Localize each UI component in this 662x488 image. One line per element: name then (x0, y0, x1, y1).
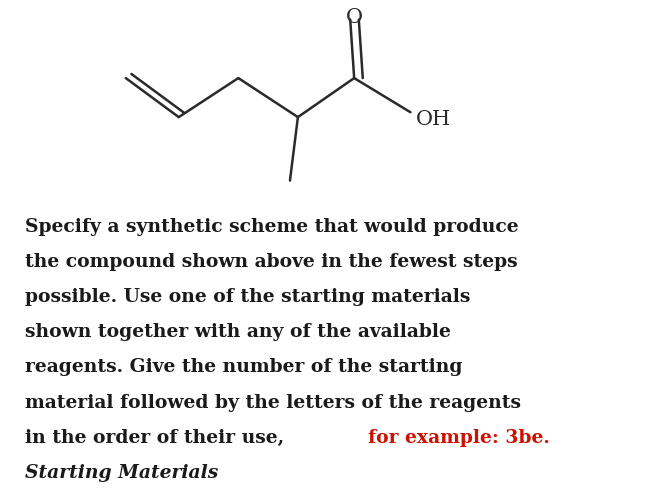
Text: O: O (346, 8, 363, 27)
Text: shown together with any of the available: shown together with any of the available (25, 324, 451, 341)
Text: OH: OH (416, 110, 451, 129)
Text: Starting Materials: Starting Materials (25, 465, 218, 482)
Text: Specify a synthetic scheme that would produce: Specify a synthetic scheme that would pr… (25, 218, 519, 236)
Text: possible. Use one of the starting materials: possible. Use one of the starting materi… (25, 288, 471, 306)
Text: for example: 3be.: for example: 3be. (368, 429, 550, 447)
Text: reagents. Give the number of the starting: reagents. Give the number of the startin… (25, 359, 463, 376)
Text: material followed by the letters of the reagents: material followed by the letters of the … (25, 394, 521, 411)
Text: the compound shown above in the fewest steps: the compound shown above in the fewest s… (25, 253, 518, 271)
Text: in the order of their use,: in the order of their use, (25, 429, 291, 447)
